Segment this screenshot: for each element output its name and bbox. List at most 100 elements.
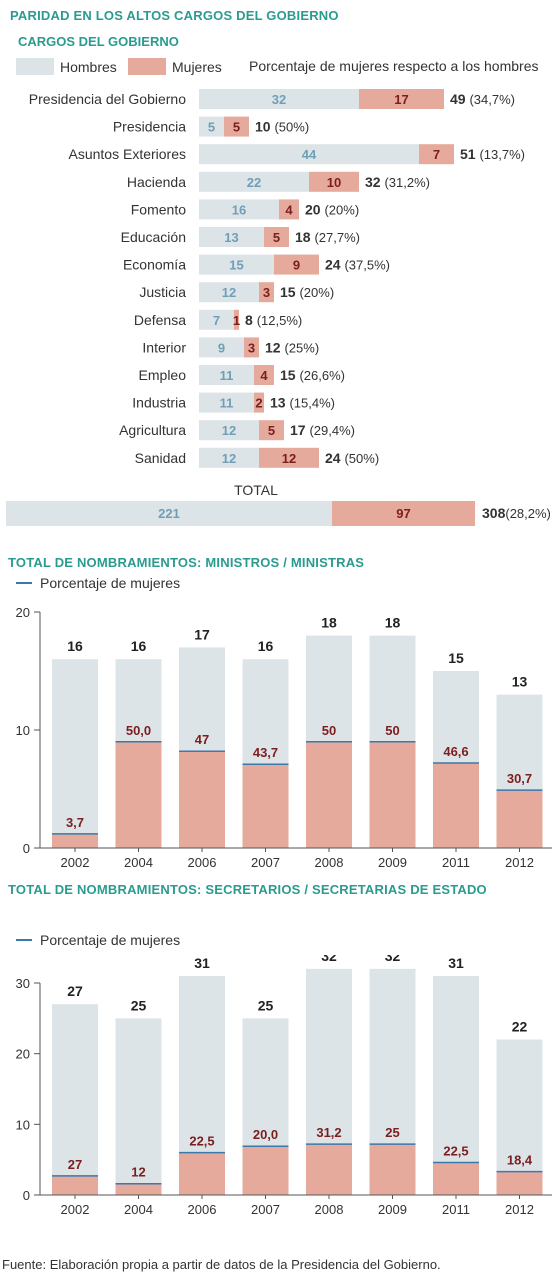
bar-mujeres — [369, 1144, 416, 1195]
main-title: PARIDAD EN LOS ALTOS CARGOS DEL GOBIERNO — [10, 8, 339, 23]
x-tick-label: 2002 — [61, 1202, 90, 1217]
row-label: Educación — [121, 229, 186, 245]
value-mujeres: 12 — [282, 451, 296, 466]
bar-hombres — [199, 89, 359, 109]
total-label: 32 — [321, 955, 337, 964]
x-tick-label: 2012 — [505, 1202, 534, 1217]
total-label: 27 — [67, 983, 83, 999]
bar-mujeres — [259, 447, 319, 468]
value-mujeres: 17 — [394, 92, 408, 107]
value-hombres: 5 — [208, 120, 215, 135]
pct-label: 50,0 — [126, 723, 151, 738]
bar-mujeres — [254, 392, 264, 413]
total-label: 16 — [258, 638, 274, 654]
value-mujeres: 4 — [285, 202, 293, 217]
legend-hombres-label: Hombres — [60, 58, 117, 75]
x-tick-label: 2009 — [378, 1202, 407, 1217]
ministros-chart: 0 10 20 16 3,7 2002 16 50,0 2004 17 47 2006 16 43,7 20… — [16, 605, 552, 870]
row-total: 17 (29,4%) — [290, 422, 355, 438]
bar-mujeres — [369, 741, 416, 848]
bar-hombres — [199, 171, 309, 192]
bar-mujeres — [496, 790, 543, 848]
y-tick-label: 20 — [16, 605, 30, 620]
bar-mujeres — [242, 764, 289, 848]
bar-mujeres — [306, 1144, 352, 1195]
x-tick-label: 2004 — [124, 1202, 153, 1217]
total-label: 16 — [67, 638, 83, 654]
value-mujeres: 7 — [433, 147, 440, 162]
bar-total — [433, 975, 479, 1195]
bar-mujeres — [234, 309, 239, 330]
section-title-ministros: TOTAL DE NOMBRAMIENTOS: MINISTROS / MINI… — [8, 555, 365, 570]
value-hombres: 12 — [222, 285, 236, 300]
row-total: 51 (13,7%) — [460, 146, 525, 162]
y-tick-label: 10 — [16, 1117, 30, 1132]
x-tick-label: 2007 — [251, 1202, 280, 1217]
mujeres-swatch — [128, 58, 166, 75]
bar-mujeres — [259, 282, 274, 303]
bar-mujeres — [419, 144, 454, 165]
total-label: 22 — [512, 1019, 528, 1035]
bar-mujeres — [115, 741, 162, 848]
legend-secretarios-label: Porcentaje de mujeres — [40, 932, 181, 948]
bar-mujeres — [259, 420, 284, 441]
bar-mujeres — [496, 1171, 543, 1195]
bar-total — [52, 659, 98, 848]
row-total: 8 (12,5%) — [245, 312, 302, 328]
y-tick-label: 0 — [23, 1188, 30, 1203]
source-note: Fuente: Elaboración propia a partir de d… — [2, 1257, 441, 1272]
value-mujeres: 10 — [327, 175, 341, 190]
pct-label: 22,5 — [189, 1134, 214, 1149]
value-mujeres: 5 — [233, 120, 240, 135]
bar-hombres — [199, 227, 264, 247]
total-label: 16 — [131, 638, 147, 654]
bar-mujeres — [52, 833, 98, 848]
legend-percentage-note: Porcentaje de mujeres respecto a los hom… — [249, 58, 539, 74]
total-label: 17 — [194, 626, 210, 642]
total-label: 18 — [321, 615, 337, 631]
value-mujeres: 9 — [293, 258, 300, 273]
value-mujeres: 5 — [268, 423, 275, 438]
row-total: 15 (26,6%) — [280, 367, 345, 383]
value-mujeres: 1 — [233, 313, 240, 328]
total-label: 25 — [258, 997, 274, 1013]
row-total: 49 (34,7%) — [450, 91, 515, 107]
value-mujeres: 2 — [255, 396, 262, 411]
bar-mujeres — [306, 741, 352, 848]
value-mujeres: 3 — [263, 285, 270, 300]
row-total: 18 (27,7%) — [295, 229, 360, 245]
legend-ministros-label: Porcentaje de mujeres — [40, 575, 181, 591]
total-label: 15 — [448, 650, 464, 666]
value-hombres: 12 — [222, 423, 236, 438]
row-total: 32 (31,2%) — [365, 174, 430, 190]
bar-mujeres — [309, 171, 359, 192]
y-tick-label: 10 — [16, 723, 30, 738]
y-tick-label: 0 — [23, 841, 30, 856]
row-total: 12 (25%) — [265, 339, 319, 355]
value-hombres: 13 — [224, 230, 238, 245]
total-label: 25 — [131, 997, 147, 1013]
total-label: 13 — [512, 674, 528, 690]
value-hombres: 16 — [232, 202, 246, 217]
row-total: 15 (20%) — [280, 284, 334, 300]
bar-mujeres — [244, 337, 259, 358]
x-tick-label: 2002 — [61, 855, 90, 870]
total-sum: 308(28,2%) — [482, 505, 551, 521]
value-mujeres: 4 — [260, 368, 268, 383]
pct-label: 43,7 — [253, 745, 278, 760]
total-label: 31 — [194, 955, 210, 971]
pct-label: 50 — [385, 723, 399, 738]
value-hombres: 22 — [247, 175, 261, 190]
total-label: 32 — [385, 955, 401, 964]
hombres-swatch — [16, 58, 54, 75]
row-label: Industria — [132, 395, 186, 411]
pct-label: 3,7 — [66, 815, 84, 830]
bar-hombres — [199, 199, 279, 220]
bar-mujeres — [115, 1183, 162, 1195]
legend-hombres: Hombres — [16, 58, 117, 75]
value-hombres: 44 — [302, 147, 317, 162]
pct-label: 31,2 — [316, 1125, 341, 1140]
bar-mujeres — [179, 751, 225, 848]
x-tick-label: 2011 — [442, 1202, 470, 1217]
row-total: 10 (50%) — [255, 119, 309, 135]
